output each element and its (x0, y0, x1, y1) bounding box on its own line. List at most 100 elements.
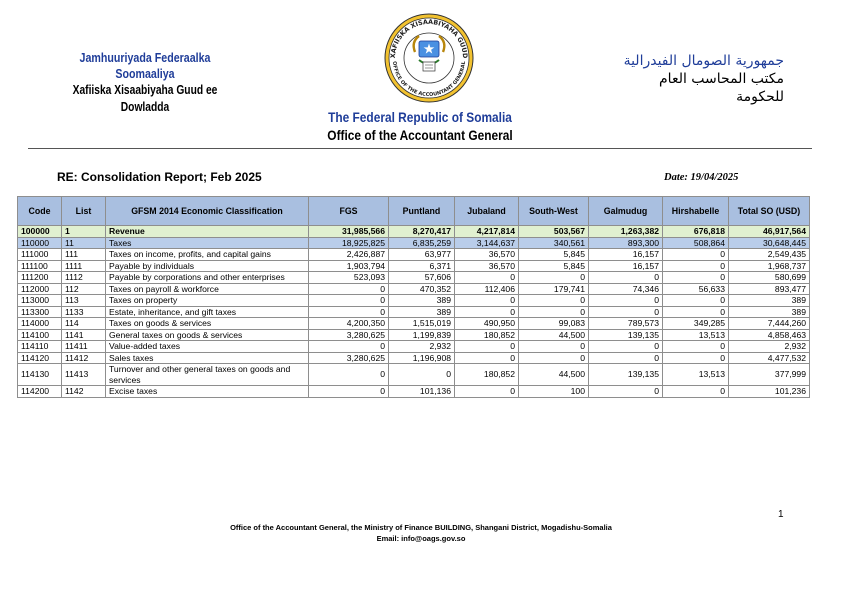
report-date: Date: 19/04/2025 (664, 172, 739, 183)
cell-southwest: 0 (518, 340, 589, 353)
cell-jubaland: 36,570 (454, 259, 519, 272)
cell-galmudug: 0 (588, 271, 663, 284)
cell-hirshabelle: 0 (662, 340, 729, 353)
cell-jubaland: 4,217,814 (454, 225, 519, 238)
cell-puntland: 1,199,839 (388, 328, 455, 341)
cell-desc: Excise taxes (105, 385, 309, 398)
cell-total: 7,444,260 (728, 317, 810, 330)
cell-jubaland: 3,144,637 (454, 236, 519, 249)
cell-jubaland: 490,950 (454, 317, 519, 330)
cell-code: 114110 (17, 340, 62, 353)
cell-code: 100000 (17, 225, 62, 238)
cell-list: 114 (61, 317, 106, 330)
cell-puntland: 6,371 (388, 259, 455, 272)
column-header: Code (17, 196, 62, 226)
cell-southwest: 5,845 (518, 259, 589, 272)
header-center-line2: Office of the Accountant General (327, 127, 513, 143)
cell-list: 1111 (61, 259, 106, 272)
cell-total: 4,477,532 (728, 351, 810, 364)
cell-southwest: 340,561 (518, 236, 589, 249)
cell-galmudug: 16,157 (588, 259, 663, 272)
cell-fgs: 0 (308, 305, 389, 318)
cell-southwest: 0 (518, 271, 589, 284)
cell-jubaland: 0 (454, 340, 519, 353)
cell-code: 110000 (17, 236, 62, 249)
footer-email: Email: info@oags.gov.so (376, 534, 466, 543)
cell-code: 113300 (17, 305, 62, 318)
cell-southwest: 99,083 (518, 317, 589, 330)
cell-list: 11 (61, 236, 106, 249)
cell-southwest: 0 (518, 294, 589, 307)
header-center-title: The Federal Republic of Somalia Office o… (300, 108, 540, 144)
cell-total: 101,236 (728, 385, 810, 398)
cell-southwest: 44,500 (518, 363, 589, 386)
cell-code: 112000 (17, 282, 62, 295)
column-header: Hirshabelle (662, 196, 729, 226)
cell-hirshabelle: 0 (662, 248, 729, 261)
cell-total: 377,999 (728, 363, 810, 386)
cell-puntland: 389 (388, 294, 455, 307)
cell-total: 2,549,435 (728, 248, 810, 261)
table-row: 111000 111 Taxes on income, profits, and c… (17, 248, 810, 261)
column-header: FGS (308, 196, 389, 226)
cell-hirshabelle: 0 (662, 294, 729, 307)
cell-galmudug: 0 (588, 340, 663, 353)
cell-galmudug: 893,300 (588, 236, 663, 249)
cell-fgs: 3,280,625 (308, 351, 389, 364)
cell-southwest: 0 (518, 351, 589, 364)
table-row: 114110 11411 Value-added taxes 0 2,932 0 0 0 0 2,… (17, 340, 810, 353)
cell-fgs: 2,426,887 (308, 248, 389, 261)
table-row: 113000 113 Taxes on property 0 389 0 0 0 0 389 (17, 294, 810, 307)
cell-puntland: 0 (388, 363, 455, 386)
column-header: List (61, 196, 106, 226)
cell-code: 111200 (17, 271, 62, 284)
cell-fgs: 4,200,350 (308, 317, 389, 330)
cell-list: 11411 (61, 340, 106, 353)
table-row: 114130 11413 Turnover and other general ta… (17, 363, 810, 386)
cell-southwest: 179,741 (518, 282, 589, 295)
column-header: South-West (518, 196, 589, 226)
cell-fgs: 0 (308, 385, 389, 398)
cell-jubaland: 0 (454, 294, 519, 307)
cell-hirshabelle: 349,285 (662, 317, 729, 330)
cell-jubaland: 0 (454, 385, 519, 398)
header-right-block: جمهورية الصومال الفيدرالية مكتب المحاسب … (604, 52, 784, 106)
header-center-line1: The Federal Republic of Somalia (328, 109, 512, 125)
cell-code: 114100 (17, 328, 62, 341)
cell-southwest: 0 (518, 305, 589, 318)
cell-puntland: 1,515,019 (388, 317, 455, 330)
cell-total: 2,932 (728, 340, 810, 353)
cell-puntland: 470,352 (388, 282, 455, 295)
cell-hirshabelle: 0 (662, 385, 729, 398)
cell-fgs: 523,093 (308, 271, 389, 284)
header-left-block: Jamhuuriyada Federaalka Soomaaliya Xafii… (30, 50, 260, 116)
cell-desc: Sales taxes (105, 351, 309, 364)
cell-galmudug: 0 (588, 385, 663, 398)
header-right-line1: جمهورية الصومال الفيدرالية (623, 53, 784, 69)
cell-galmudug: 74,346 (588, 282, 663, 295)
cell-desc: Taxes on income, profits, and capital ga… (105, 248, 309, 261)
table-row: 114000 114 Taxes on goods & services 4,200,… (17, 317, 810, 330)
cell-list: 113 (61, 294, 106, 307)
cell-list: 1141 (61, 328, 106, 341)
cell-puntland: 63,977 (388, 248, 455, 261)
cell-southwest: 100 (518, 385, 589, 398)
cell-list: 11413 (61, 363, 106, 386)
cell-code: 111100 (17, 259, 62, 272)
cell-puntland: 101,136 (388, 385, 455, 398)
cell-hirshabelle: 676,818 (662, 225, 729, 238)
table-row: 110000 11 Taxes 18,925,825 6,835,259 3,144,63… (17, 236, 810, 249)
column-header: Jubaland (454, 196, 519, 226)
header-right-line2: مكتب المحاسب العام (659, 71, 784, 87)
cell-desc: Payable by corporations and other enterp… (105, 271, 309, 284)
cell-list: 1142 (61, 385, 106, 398)
cell-puntland: 8,270,417 (388, 225, 455, 238)
cell-jubaland: 180,852 (454, 363, 519, 386)
table-row: 114100 1141 General taxes on goods & servi… (17, 328, 810, 341)
report-title: RE: Consolidation Report; Feb 2025 (57, 170, 262, 184)
table-header-row: Code List GFSM 2014 Economic Classificatio… (17, 196, 810, 226)
column-header: Total SO (USD) (728, 196, 810, 226)
cell-list: 112 (61, 282, 106, 295)
cell-jubaland: 0 (454, 305, 519, 318)
cell-galmudug: 789,573 (588, 317, 663, 330)
